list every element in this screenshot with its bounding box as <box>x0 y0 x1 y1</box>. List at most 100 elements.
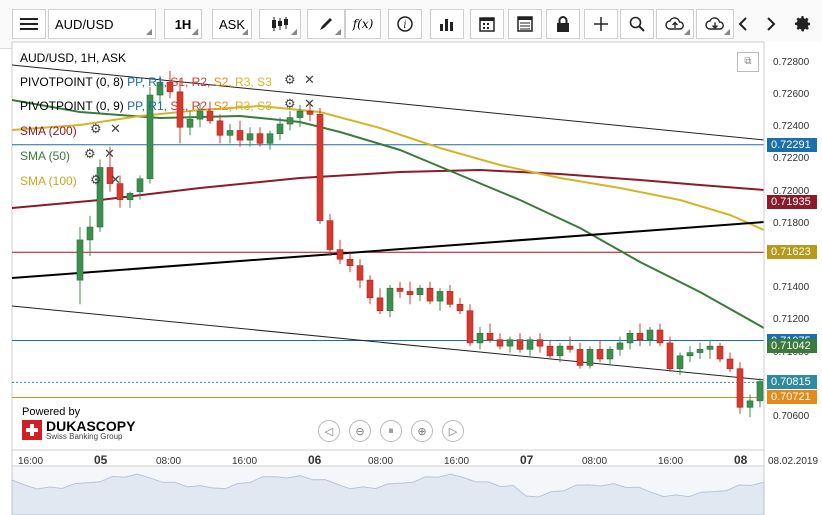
gear-icon[interactable]: ⚙ <box>90 172 102 187</box>
close-icon[interactable]: ✕ <box>304 72 315 87</box>
popout-button[interactable]: ⧉ <box>737 52 759 72</box>
candle-body <box>526 339 534 350</box>
price-tick-label: 0.71800 <box>773 217 810 229</box>
candle-body <box>676 355 684 369</box>
price-tick-label: 0.71400 <box>773 282 810 294</box>
close-icon[interactable]: ✕ <box>110 121 121 136</box>
gear-icon <box>795 16 810 32</box>
candle-body <box>186 118 194 128</box>
candle-body <box>376 297 384 312</box>
sma50-legend[interactable]: SMA (50) <box>20 149 71 163</box>
price-tick-label: 0.72400 <box>773 121 810 133</box>
candle-body <box>556 345 564 357</box>
candle-body <box>96 167 104 228</box>
step-back-button[interactable]: ◁ <box>318 420 340 442</box>
candle-body <box>656 329 664 344</box>
time-tick-label: 08:00 <box>582 456 608 467</box>
candle-body <box>536 339 544 347</box>
pivot-legend-1[interactable]: PIVOTPOINT (0, 8) PP, R1, S1, R2, S2, R3… <box>20 75 272 89</box>
time-tick-label: 16:00 <box>18 456 44 467</box>
powered-by: Powered by <box>22 406 81 418</box>
candle-body <box>436 291 444 302</box>
volume-button[interactable] <box>430 9 464 39</box>
pivot-levels-1: PP, R1, S1, R2, S2, R3, S3 <box>127 75 272 89</box>
triangle-left-icon: ◁ <box>324 425 334 438</box>
lock-button[interactable] <box>546 9 580 39</box>
step-forward-button[interactable]: ▷ <box>442 420 464 442</box>
pivot-level-r1: R1, <box>148 75 171 89</box>
trendline-support <box>11 221 765 279</box>
day-tick-label: 05 <box>94 453 108 467</box>
close-icon[interactable]: ✕ <box>110 172 121 187</box>
gear-icon[interactable]: ⚙ <box>284 96 296 111</box>
candle-body <box>116 183 124 200</box>
candle-body <box>586 349 594 366</box>
candle-body <box>516 339 524 350</box>
dukascopy-logo: DUKASCOPY Swiss Banking Group <box>22 419 135 441</box>
close-icon[interactable]: ✕ <box>104 146 115 161</box>
pivot-level-r1: R1, <box>148 99 171 113</box>
price-tag: 0.71935 <box>767 195 817 210</box>
chart-title: AUD/USD, 1H, ASK <box>20 51 127 65</box>
candle-body <box>686 352 694 357</box>
candle-body <box>246 133 254 141</box>
zoom-in-button[interactable]: ⊕ <box>411 420 433 442</box>
gear-icon[interactable]: ⚙ <box>90 121 102 136</box>
candle-body <box>136 178 144 192</box>
upload-button[interactable]: ◢ <box>656 9 694 39</box>
candle-body <box>696 349 704 353</box>
candle-body <box>366 279 374 299</box>
table-button[interactable] <box>508 9 542 39</box>
candle-body <box>156 81 164 96</box>
pivot-level-r3: R3, <box>235 75 258 89</box>
candle-body <box>756 381 764 402</box>
calendar-icon <box>479 17 495 32</box>
time-tick-label: 08:00 <box>368 456 394 467</box>
price-tick-label: 0.72800 <box>773 56 810 68</box>
close-icon[interactable]: ✕ <box>304 96 315 111</box>
scroll-left-button[interactable] <box>730 9 756 39</box>
draw-button[interactable]: ◢ <box>307 9 345 39</box>
chart-type-button[interactable]: ◢ <box>259 9 301 39</box>
crosshair-button[interactable] <box>584 9 618 39</box>
pivot-level-s3: S3 <box>257 99 272 113</box>
navigator-series <box>11 473 765 515</box>
candle-body <box>286 117 294 125</box>
calendar-button[interactable] <box>470 9 504 39</box>
candle-body <box>306 110 314 115</box>
zoom-out-button[interactable]: ⊖ <box>349 420 371 442</box>
info-button[interactable]: i <box>388 9 422 39</box>
trendline-lower <box>11 305 765 381</box>
candle-body <box>386 287 394 312</box>
pivot-level-r3: R3, <box>235 99 258 113</box>
sma200-legend[interactable]: SMA (200) <box>20 124 77 138</box>
zoom-button[interactable] <box>620 9 654 39</box>
price-tick-label: 0.71200 <box>773 314 810 326</box>
pivot-level-s3: S3 <box>257 75 272 89</box>
sma100-legend[interactable]: SMA (100) <box>20 174 77 188</box>
candle-body <box>346 258 354 266</box>
candle-body <box>146 94 154 180</box>
reset-view-button[interactable]: ⏸ <box>380 420 402 442</box>
candle-body <box>206 110 214 122</box>
sma50-line <box>11 99 765 329</box>
pivot-level-r2: R2, <box>191 99 214 113</box>
candle-body <box>236 130 244 141</box>
sma200-line <box>11 168 765 209</box>
gear-icon[interactable]: ⚙ <box>284 72 296 87</box>
candle-body <box>266 133 274 144</box>
candle-body <box>456 303 464 312</box>
candle-body <box>296 110 304 118</box>
pivot-level-s1: S1, <box>170 75 192 89</box>
settings-button[interactable] <box>790 9 816 39</box>
scroll-right-button[interactable] <box>758 9 784 39</box>
bar-chart-icon <box>440 19 453 31</box>
chevron-left-icon <box>738 17 747 31</box>
menu-button[interactable] <box>12 9 46 39</box>
pivot-legend-2[interactable]: PIVOTPOINT (0, 9) PP, R1, S1, R2, S2, R3… <box>20 99 272 113</box>
candle-body <box>326 220 334 250</box>
candle-body <box>476 332 484 344</box>
gear-icon[interactable]: ⚙ <box>84 146 96 161</box>
pivot-level-s1: S1, <box>170 99 192 113</box>
reset-icon: ⏸ <box>388 424 394 437</box>
